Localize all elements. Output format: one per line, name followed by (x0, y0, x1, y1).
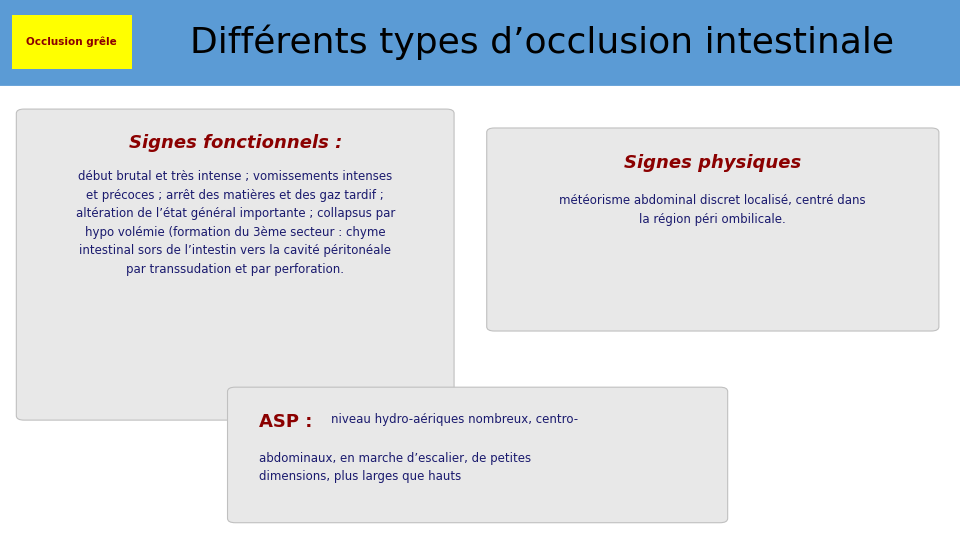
FancyBboxPatch shape (487, 128, 939, 331)
Text: niveau hydro-aériques nombreux, centro-: niveau hydro-aériques nombreux, centro- (331, 413, 578, 426)
Text: Signes fonctionnels :: Signes fonctionnels : (129, 134, 342, 152)
Text: abdominaux, en marche d’escalier, de petites
dimensions, plus larges que hauts: abdominaux, en marche d’escalier, de pet… (259, 452, 531, 483)
FancyBboxPatch shape (228, 387, 728, 523)
FancyBboxPatch shape (0, 0, 960, 84)
FancyBboxPatch shape (16, 109, 454, 420)
Text: début brutal et très intense ; vomissements intenses
et précoces ; arrêt des mat: début brutal et très intense ; vomisseme… (76, 170, 395, 275)
Text: Signes physiques: Signes physiques (624, 154, 802, 172)
Text: Occlusion grêle: Occlusion grêle (26, 37, 117, 47)
Text: Différents types d’occlusion intestinale: Différents types d’occlusion intestinale (190, 24, 895, 59)
FancyBboxPatch shape (12, 15, 132, 69)
Text: météorisme abdominal discret localisé, centré dans
la région péri ombilicale.: météorisme abdominal discret localisé, c… (560, 194, 866, 226)
Text: ASP :: ASP : (259, 413, 319, 431)
